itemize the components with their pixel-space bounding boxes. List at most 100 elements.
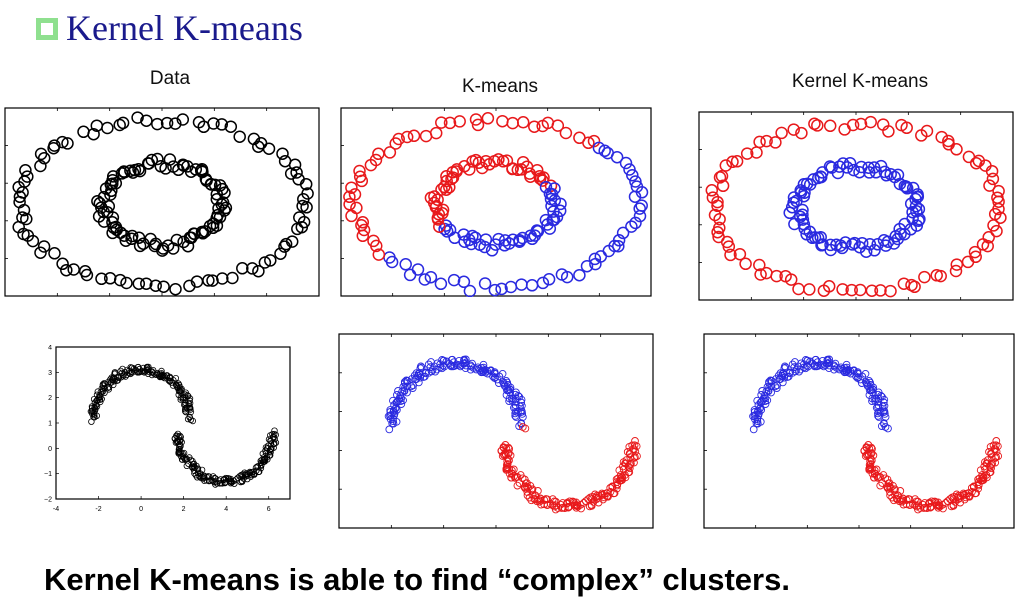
scatter-point [276,147,289,160]
scatter-point [794,184,807,197]
scatter-point [626,168,639,182]
scatter-point [124,164,137,178]
scatter-point [496,114,509,128]
scatter-point [151,152,164,166]
scatter-point [350,201,363,215]
scatter-point [170,233,184,247]
scatter-point [122,373,129,380]
scatter-point [625,220,638,233]
scatter-point [846,118,860,132]
scatter-point [210,188,224,201]
scatter-point [438,356,446,364]
scatter-point [494,379,503,387]
scatter-point [635,186,649,199]
plot-frame [698,111,1014,301]
scatter-point [262,142,276,155]
scatter-point [507,394,516,403]
scatter-point [269,431,276,438]
scatter-point [874,474,882,482]
scatter-point [457,228,470,241]
scatter-point [865,376,873,385]
scatter-point [189,163,203,176]
p2-svg [698,111,1014,301]
scatter-point [252,264,265,278]
scatter-point [481,368,490,377]
scatter-point [211,474,218,482]
scatter-point [776,375,785,383]
scatter-point [884,284,897,298]
scatter-point [946,495,954,503]
scatter-point [115,374,122,381]
x-tick-label: 4 [224,506,228,513]
scatter-point [780,373,789,382]
scatter-point [473,238,487,251]
scatter-point [264,442,272,449]
x-tick-label: 0 [139,506,143,513]
scatter-point [726,155,739,169]
scatter-point [909,200,923,213]
scatter-point [847,163,860,177]
scatter-point [882,125,895,138]
scatter-point [447,362,456,371]
scatter-point [551,505,560,514]
scatter-point [905,495,914,504]
scatter-point [145,153,159,167]
scatter-point [159,374,167,381]
scatter-point [771,382,780,391]
scatter-point [753,258,766,272]
scatter-point [633,209,647,223]
scatter-point [503,464,512,473]
scatter-point [495,282,508,296]
scatter-point [874,284,887,297]
square-bullet-icon [36,18,58,40]
scatter-point [633,452,641,460]
kernel-kmeans-moons-plot [703,333,1015,529]
scatter-point [825,358,834,367]
scatter-point [612,484,621,493]
scatter-point [503,460,512,468]
scatter-point [876,481,885,490]
scatter-point [767,388,775,397]
scatter-point [190,463,197,470]
scatter-point [206,477,213,484]
scatter-point [866,464,875,473]
scatter-point [544,179,558,193]
scatter-point [825,355,834,364]
scatter-point [753,135,766,149]
scatter-point [201,477,208,484]
scatter-point [580,259,594,273]
scatter-point [628,441,637,450]
scatter-point [754,268,767,281]
scatter-point [479,154,493,168]
scatter-point [106,177,119,190]
scatter-point [961,255,975,269]
scatter-point [490,374,499,382]
scatter-point [874,403,882,412]
scatter-point [629,216,642,230]
scatter-point [403,377,412,385]
scatter-point [912,497,921,506]
scatter-point [950,258,964,271]
scatter-point [573,268,586,282]
scatter-point [521,424,530,433]
scatter-point [151,117,164,131]
scatter-point [910,219,924,232]
scatter-point [798,222,811,235]
scatter-point [877,234,891,247]
scatter-point [224,120,238,133]
scatter-point [518,410,527,418]
scatter-point [216,196,230,209]
scatter-point [838,123,851,136]
scatter-point [843,156,857,170]
scatter-point [209,473,217,480]
scatter-point [786,368,794,377]
scatter-point [392,132,405,146]
y-tick-label: 4 [48,345,52,352]
scatter-point [854,283,867,297]
scatter-point [821,361,829,370]
scatter-point [871,238,884,251]
scatter-point [48,247,61,260]
scatter-point [990,445,999,453]
scatter-point [845,283,858,297]
scatter-point [906,205,919,219]
